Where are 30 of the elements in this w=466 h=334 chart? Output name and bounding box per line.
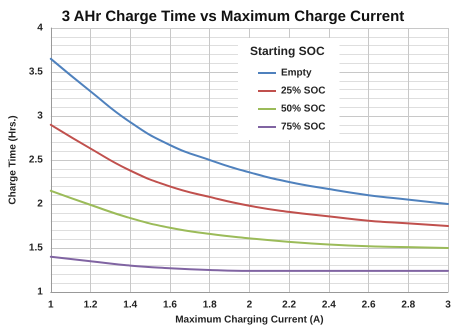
legend-label: 50% SOC (281, 104, 326, 114)
line-series (50, 256, 449, 272)
x-axis-title: Maximum Charging Current (A) (175, 314, 324, 326)
y-tick-label: 3.5 (28, 66, 44, 78)
y-tick-label: 4 (37, 22, 44, 34)
x-tick-label: 2.6 (362, 300, 376, 310)
x-tick-label: 1.2 (84, 300, 98, 310)
line-series (50, 58, 449, 205)
x-tick-label: 2.2 (282, 300, 297, 310)
x-tick-label: 2 (246, 300, 253, 310)
y-tick-label: 3 (37, 110, 44, 122)
x-tick-label: 2.4 (322, 300, 336, 310)
x-tick-label: 1 (48, 300, 54, 310)
line-series (50, 190, 449, 249)
x-tick-label: 1.6 (163, 300, 178, 310)
y-tick-label: 2 (37, 198, 44, 210)
y-tick-label: 2.5 (28, 154, 44, 166)
chart-title: 3 AHr Charge Time vs Maximum Charge Current (62, 8, 404, 25)
y-axis-title: Charge Time (Hrs.) (8, 115, 18, 205)
legend-label: 25% SOC (281, 86, 326, 96)
legend-title: Starting SOC (250, 44, 326, 58)
legend-label: Empty (281, 68, 312, 78)
y-tick-label: 1 (37, 286, 44, 298)
x-tick-label: 1.4 (123, 300, 138, 310)
legend-label: 75% SOC (281, 122, 326, 132)
x-tick-label: 3 (445, 300, 452, 310)
x-tick-label: 1.8 (202, 300, 218, 310)
line-series (50, 124, 449, 227)
y-tick-label: 1.5 (28, 242, 44, 254)
x-tick-label: 2.8 (401, 300, 416, 310)
